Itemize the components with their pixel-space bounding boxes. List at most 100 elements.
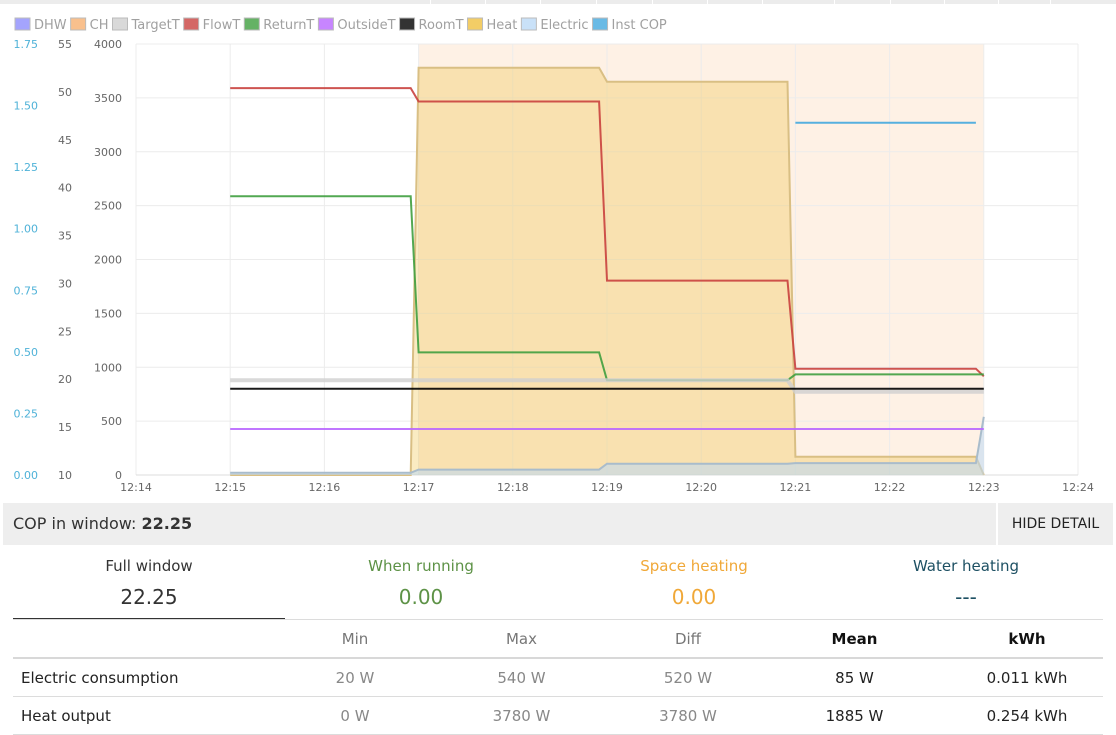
cop-tick-label: 1.75 — [14, 38, 39, 51]
cell-kwh: 0.254 kWh — [951, 696, 1103, 735]
header-mean: Mean — [758, 619, 951, 659]
legend-label: CH — [90, 18, 109, 33]
power-tick-label: 1000 — [94, 361, 122, 374]
x-tick-label: 12:22 — [874, 481, 906, 494]
cell-diff: 3780 W — [618, 696, 758, 735]
series-heat-line — [230, 66, 985, 476]
legend-label: Heat — [487, 18, 518, 33]
legend-swatch — [467, 17, 484, 31]
space-heating-value: 0.00 — [671, 585, 717, 609]
series-flowt-line — [230, 87, 985, 378]
legend-item[interactable]: Inst COP — [592, 17, 667, 33]
legend-swatch — [183, 17, 200, 31]
cell-max: 540 W — [425, 658, 618, 697]
temperature-tick-label: 10 — [58, 469, 72, 482]
cop-tick-label: 1.50 — [14, 100, 39, 113]
power-tick-label: 2500 — [94, 200, 122, 213]
row-label: Electric consumption — [13, 658, 285, 697]
legend-label: DHW — [34, 18, 67, 33]
cell-mean: 85 W — [758, 658, 951, 697]
temperature-tick-label: 35 — [58, 230, 72, 243]
water-heating-value: --- — [955, 585, 977, 609]
temperature-tick-label: 25 — [58, 325, 72, 338]
temperature-tick-label: 55 — [58, 38, 72, 51]
series-electric-line — [230, 416, 985, 474]
space-heating-label: Space heating — [640, 557, 748, 575]
cell-mean: 1885 W — [758, 696, 951, 735]
cell-diff: 520 W — [618, 658, 758, 697]
heat-pump-chart[interactable]: 0.00 0.25 0.50 0.75 1.00 1.25 1.50 1.75 10 15 20 25… — [0, 0, 1116, 500]
cop-tick-label: 1.00 — [14, 223, 39, 236]
cop-breakdown: Full window 22.25 When running 0.00 Spac… — [13, 553, 1103, 619]
legend-item[interactable]: TargetT — [112, 17, 180, 33]
series-electric-area — [230, 416, 984, 475]
legend-item[interactable]: FlowT — [183, 17, 241, 33]
water-heating-label: Water heating — [912, 557, 1020, 575]
cop-label: COP in window: — [13, 514, 137, 533]
temperature-tick-label: 20 — [58, 373, 72, 386]
temperature-tick-label: 40 — [58, 182, 72, 195]
power-tick-label: 4000 — [94, 38, 122, 51]
legend-item[interactable]: DHW — [14, 17, 67, 33]
table-row: Electric consumption 20 W 540 W 520 W 85… — [13, 658, 1103, 697]
temperature-tick-label: 15 — [58, 421, 72, 434]
cop-tick-label: 0.50 — [14, 346, 39, 359]
power-tick-label: 3000 — [94, 146, 122, 159]
stats-table: Min Max Diff Mean kWh Electric consumpti… — [13, 619, 1103, 735]
power-tick-label: 3500 — [94, 92, 122, 105]
full-window-value: 22.25 — [120, 585, 178, 609]
header-diff: Diff — [618, 619, 758, 659]
legend-label: Inst COP — [612, 18, 667, 33]
temperature-tick-label: 45 — [58, 134, 72, 147]
tab-full-window[interactable]: Full window 22.25 — [13, 553, 285, 619]
legend-item[interactable]: ReturnT — [243, 17, 314, 33]
x-tick-label: 12:14 — [120, 481, 152, 494]
x-tick-label: 12:24 — [1062, 481, 1094, 494]
legend-swatch — [592, 17, 609, 31]
cell-max: 3780 W — [425, 696, 618, 735]
header-max: Max — [425, 619, 618, 659]
stats-header-row: Min Max Diff Mean kWh — [13, 619, 1103, 659]
tab-water-heating[interactable]: Water heating --- — [830, 553, 1102, 619]
legend-label: OutsideT — [337, 18, 395, 33]
x-tick-label: 12:18 — [497, 481, 529, 494]
cell-min: 20 W — [285, 658, 425, 697]
x-tick-label: 12:21 — [780, 481, 812, 494]
legend-label: RoomT — [419, 18, 464, 33]
x-tick-label: 12:15 — [214, 481, 246, 494]
x-tick-label: 12:20 — [685, 481, 717, 494]
legend-swatch — [317, 17, 334, 31]
legend-label: TargetT — [131, 18, 180, 33]
x-tick-label: 12:19 — [591, 481, 623, 494]
temperature-tick-label: 50 — [58, 86, 72, 99]
power-tick-label: 500 — [101, 415, 122, 428]
x-tick-label: 12:16 — [309, 481, 341, 494]
hide-detail-button[interactable]: HIDE DETAIL — [996, 503, 1113, 545]
full-window-label: Full window — [105, 557, 193, 575]
tab-when-running[interactable]: When running 0.00 — [285, 553, 557, 619]
legend-swatch — [14, 17, 31, 31]
legend-swatch — [520, 17, 537, 31]
legend-item[interactable]: OutsideT — [317, 17, 396, 33]
header-min: Min — [285, 619, 425, 659]
cop-tick-label: 0.25 — [14, 407, 39, 420]
cop-value: 22.25 — [141, 514, 193, 533]
legend-item[interactable]: Heat — [467, 17, 518, 33]
legend-label: ReturnT — [263, 18, 314, 33]
table-row: Heat output 0 W 3780 W 3780 W 1885 W 0.2… — [13, 696, 1103, 735]
x-tick-label: 12:17 — [403, 481, 435, 494]
legend-item[interactable]: CH — [70, 17, 109, 33]
legend-swatch — [243, 17, 260, 31]
legend-swatch — [112, 17, 128, 31]
legend-swatch — [70, 17, 87, 31]
top-strip — [0, 0, 1116, 4]
when-running-label: When running — [368, 557, 474, 575]
legend-item[interactable]: Electric — [520, 17, 589, 33]
cop-tick-label: 0.75 — [14, 284, 39, 297]
header-kwh: kWh — [951, 619, 1103, 659]
legend-swatch — [399, 17, 416, 31]
power-tick-label: 0 — [115, 469, 122, 482]
temperature-tick-label: 30 — [58, 277, 72, 290]
tab-space-heating[interactable]: Space heating 0.00 — [558, 553, 830, 619]
legend-item[interactable]: RoomT — [399, 17, 464, 33]
